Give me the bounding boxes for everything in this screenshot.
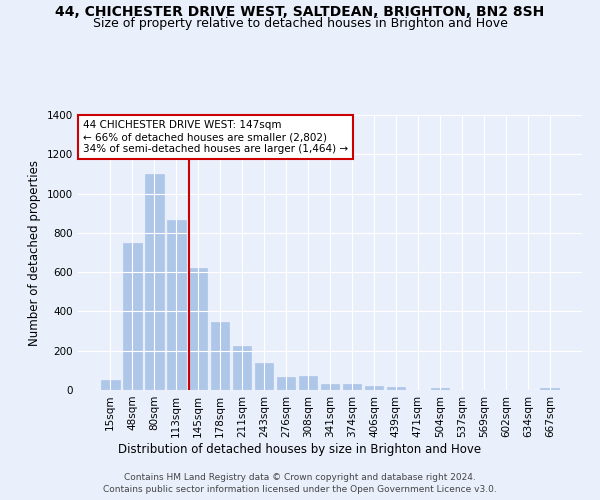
Bar (233, 346, 251, 390)
Bar (299, 376, 317, 390)
Bar (431, 388, 449, 390)
Text: 44 CHICHESTER DRIVE WEST: 147sqm
← 66% of detached houses are smaller (2,802)
34: 44 CHICHESTER DRIVE WEST: 147sqm ← 66% o… (83, 120, 348, 154)
Text: Contains HM Land Registry data © Crown copyright and database right 2024.
Contai: Contains HM Land Registry data © Crown c… (103, 472, 497, 494)
Text: Distribution of detached houses by size in Brighton and Hove: Distribution of detached houses by size … (118, 442, 482, 456)
Y-axis label: Number of detached properties: Number of detached properties (28, 160, 41, 346)
Text: 44, CHICHESTER DRIVE WEST, SALTDEAN, BRIGHTON, BN2 8SH: 44, CHICHESTER DRIVE WEST, SALTDEAN, BRI… (55, 5, 545, 19)
Bar (386, 388, 405, 390)
Bar (320, 384, 340, 390)
Bar (365, 386, 383, 390)
Bar (167, 220, 185, 390)
Text: Size of property relative to detached houses in Brighton and Hove: Size of property relative to detached ho… (92, 18, 508, 30)
Bar (541, 388, 559, 390)
Bar (145, 174, 164, 390)
Bar (277, 377, 295, 390)
Bar (343, 384, 361, 390)
Bar (101, 380, 119, 390)
Bar (211, 322, 229, 390)
Bar (255, 364, 274, 390)
Bar (123, 242, 142, 390)
Bar (189, 268, 208, 390)
